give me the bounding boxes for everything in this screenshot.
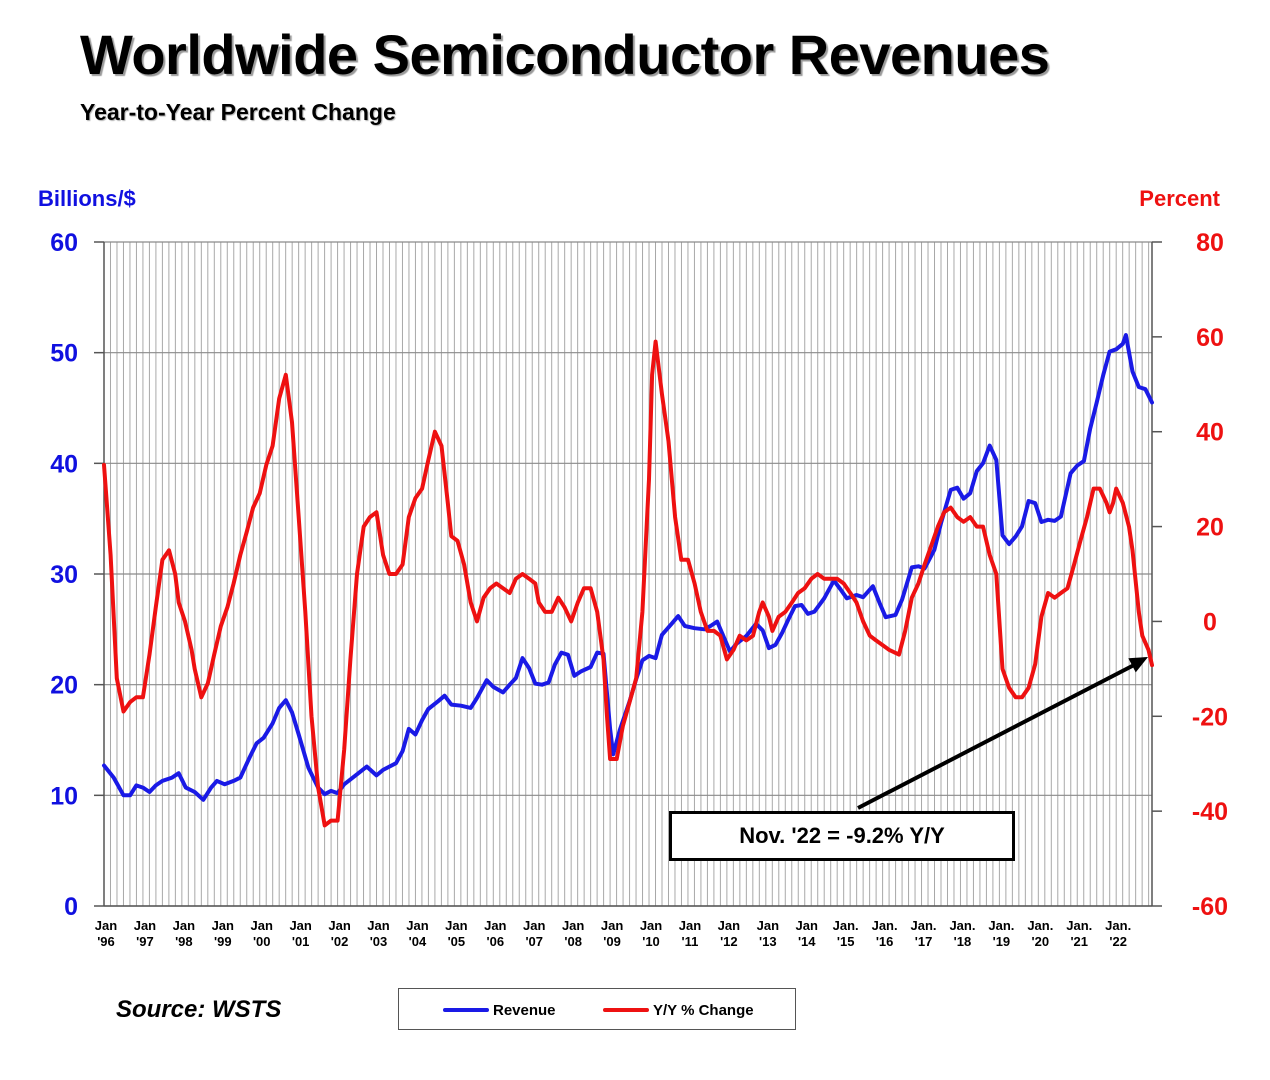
annotation-box: Nov. '22 = -9.2% Y/Y <box>669 811 1015 861</box>
x-tick-year: '07 <box>525 934 543 949</box>
right-axis-label: Percent <box>1139 186 1220 211</box>
x-tick-label: Jan <box>679 918 701 933</box>
x-tick-label: Jan. <box>872 918 898 933</box>
x-tick-year: '06 <box>487 934 505 949</box>
x-tick-year: '19 <box>993 934 1011 949</box>
x-tick-year: '16 <box>876 934 894 949</box>
left-axis-label: Billions/$ <box>38 186 136 211</box>
yoy-change-line <box>102 339 1154 828</box>
legend: Revenue Y/Y % Change <box>398 988 796 1030</box>
x-tick-label: Jan <box>367 918 389 933</box>
x-tick-year: '22 <box>1109 934 1127 949</box>
x-tick-label: Jan <box>95 918 117 933</box>
left-tick-label: 40 <box>50 450 78 478</box>
right-tick-label: 40 <box>1196 419 1224 447</box>
x-tick-year: '02 <box>331 934 349 949</box>
right-tick-label: 20 <box>1196 514 1224 542</box>
legend-swatch-yoy <box>603 1008 649 1012</box>
x-tick-label: Jan <box>328 918 350 933</box>
x-tick-year: '14 <box>798 934 816 949</box>
left-tick-label: 50 <box>50 340 78 368</box>
right-tick-label: -60 <box>1192 893 1228 921</box>
x-tick-year: '01 <box>292 934 310 949</box>
arrow-shaft <box>857 662 1137 810</box>
right-tick-label: -20 <box>1192 703 1228 731</box>
x-tick-year: '12 <box>720 934 738 949</box>
left-tick-label: 0 <box>64 893 78 921</box>
x-tick-label: Jan <box>289 918 311 933</box>
x-tick-label: Jan <box>640 918 662 933</box>
legend-label-revenue: Revenue <box>493 1001 556 1019</box>
x-tick-year: '20 <box>1032 934 1050 949</box>
x-tick-year: '18 <box>954 934 972 949</box>
x-tick-label: Jan. <box>1066 918 1092 933</box>
x-tick-year: '04 <box>409 934 427 949</box>
x-tick-label: Jan. <box>1105 918 1131 933</box>
chart-title: Worldwide Semiconductor Revenues <box>80 23 1050 86</box>
x-tick-label: Jan <box>484 918 506 933</box>
right-tick-label: -40 <box>1192 798 1228 826</box>
x-tick-label: Jan <box>406 918 428 933</box>
data-series <box>102 333 1154 828</box>
x-tick-label: Jan. <box>833 918 859 933</box>
x-tick-year: '17 <box>915 934 933 949</box>
x-tick-year: '00 <box>253 934 271 949</box>
legend-swatch-revenue <box>443 1008 489 1012</box>
x-tick-label: Jan. <box>1027 918 1053 933</box>
source-note: Source: WSTS <box>116 996 282 1023</box>
x-tick-label: Jan <box>601 918 623 933</box>
x-tick-year: '08 <box>564 934 582 949</box>
legend-label-yoy: Y/Y % Change <box>653 1001 754 1019</box>
left-tick-label: 20 <box>50 672 78 700</box>
x-tick-label: Jan <box>251 918 273 933</box>
x-tick-year: '09 <box>603 934 621 949</box>
right-tick-label: 60 <box>1196 324 1224 352</box>
x-tick-label: Jan. <box>911 918 937 933</box>
x-tick-year: '15 <box>837 934 855 949</box>
x-tick-year: '10 <box>642 934 660 949</box>
x-tick-label: Jan <box>173 918 195 933</box>
right-tick-label: 0 <box>1203 608 1217 636</box>
left-tick-label: 30 <box>50 561 78 589</box>
legend-item-revenue: Revenue <box>443 989 556 1031</box>
x-tick-year: '13 <box>759 934 777 949</box>
x-tick-label: Jan. <box>988 918 1014 933</box>
legend-item-yoy: Y/Y % Change <box>603 989 754 1031</box>
annotation-arrow <box>857 657 1148 810</box>
x-tick-year: '21 <box>1070 934 1088 949</box>
left-tick-label: 10 <box>50 782 78 810</box>
x-tick-label: Jan <box>562 918 584 933</box>
x-tick-year: '05 <box>448 934 466 949</box>
x-tick-year: '96 <box>97 934 115 949</box>
x-tick-label: Jan. <box>949 918 975 933</box>
revenue-line <box>102 333 1154 802</box>
x-axis-ticks: Jan'96Jan'97Jan'98Jan'99Jan'00Jan'01Jan'… <box>95 918 1131 949</box>
x-tick-label: Jan <box>212 918 234 933</box>
chart-subtitle: Year-to-Year Percent Change <box>80 99 396 125</box>
left-axis-ticks: 0 10 20 30 40 50 60 <box>50 229 104 921</box>
x-tick-label: Jan <box>718 918 740 933</box>
arrow-head <box>1128 657 1148 673</box>
x-tick-year: '11 <box>682 934 699 949</box>
right-tick-label: 80 <box>1196 229 1224 257</box>
right-axis-ticks: -60 -40 -20 0 20 40 60 80 <box>1152 229 1228 921</box>
x-tick-label: Jan <box>445 918 467 933</box>
x-tick-label: Jan <box>757 918 779 933</box>
x-tick-year: '03 <box>370 934 388 949</box>
x-tick-label: Jan <box>523 918 545 933</box>
x-tick-label: Jan <box>796 918 818 933</box>
x-tick-year: '98 <box>175 934 193 949</box>
x-tick-year: '99 <box>214 934 232 949</box>
left-tick-label: 60 <box>50 229 78 257</box>
x-tick-label: Jan <box>134 918 156 933</box>
x-tick-year: '97 <box>136 934 154 949</box>
